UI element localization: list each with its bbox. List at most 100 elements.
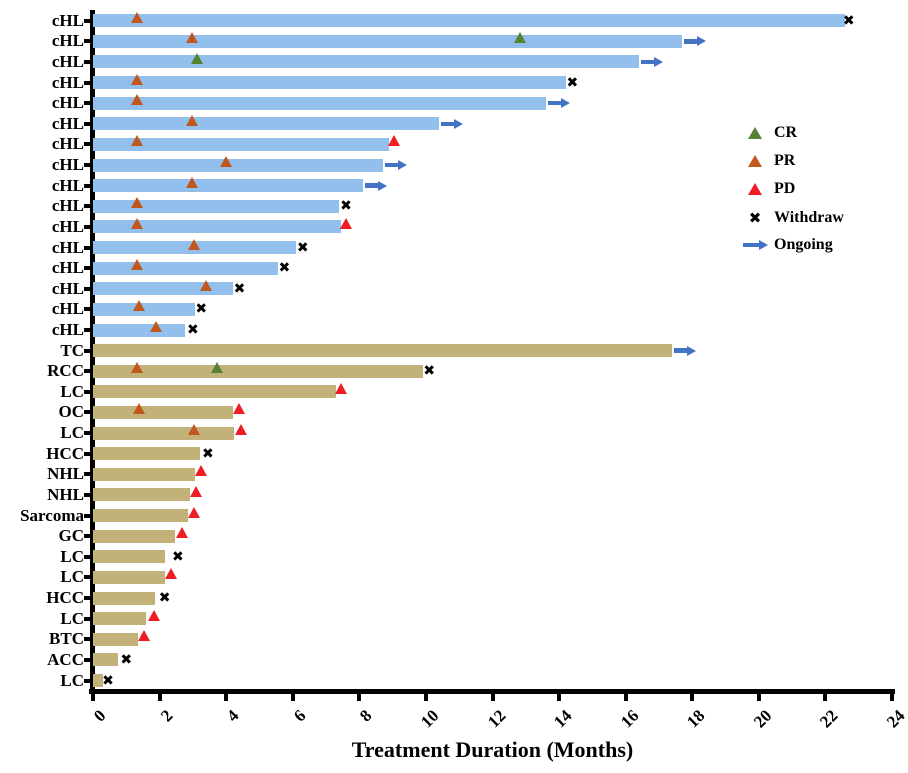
y-axis-tick [84,369,91,374]
withdraw-marker-icon: ✖ [340,198,352,215]
x-axis-tick-label: 14 [550,706,576,732]
x-axis-tick [224,694,229,701]
row-label: TC [60,340,84,360]
y-axis-tick [84,472,91,477]
pr-marker-icon [131,217,144,229]
withdraw-marker-icon: ✖ [195,301,208,318]
legend-label: CR [774,124,798,141]
row-label: cHL [51,113,84,133]
swimmer-bar [93,55,639,69]
x-axis-tick [557,694,562,701]
swimmer-bar [93,509,188,523]
y-axis-tick [84,431,91,436]
row-label: cHL [51,175,84,195]
x-axis-tick [290,694,295,701]
x-axis-tick [423,694,428,701]
row-label: cHL [51,216,84,236]
swimmer-bar [93,14,846,28]
ongoing-arrow-icon [384,160,407,171]
x-axis [89,689,895,694]
swimmer-bar [93,179,363,193]
y-axis-tick [84,59,91,64]
ongoing-arrow-icon [441,118,464,129]
y-axis-tick [84,678,91,683]
pr-marker-icon [131,135,144,147]
y-axis-tick [84,39,91,44]
cr-marker-icon [191,52,204,64]
x-axis-tick [623,694,628,701]
legend-item-pd: PD [740,179,795,199]
withdraw-marker-icon: ✖ [278,260,291,277]
ongoing-arrow-icon [684,36,707,47]
swimmer-bar [93,76,566,90]
withdraw-marker-icon: ✖ [201,445,214,462]
row-label: RCC [47,361,84,381]
x-axis-tick [756,694,761,701]
swimmer-bar [93,199,340,213]
y-axis-tick [84,163,91,168]
swimmer-bar [93,570,165,584]
x-axis-tick-label: 20 [749,706,776,732]
withdraw-marker-icon: ✖ [748,209,762,227]
cr-marker-icon [211,362,224,374]
swimmer-bar [93,282,233,296]
withdraw-marker-icon: ✖ [842,12,855,29]
row-label: cHL [51,237,84,257]
x-axis-tick-label: 0 [89,706,110,726]
pr-marker-icon [131,11,144,23]
row-label: Sarcoma [20,505,84,525]
x-axis-tick [890,694,894,701]
swimmer-bar [93,323,185,337]
row-label: cHL [51,320,84,339]
cr-marker-icon [748,127,762,139]
swimmer-bar [93,385,337,399]
y-axis-tick [84,657,91,662]
y-axis-tick [84,389,91,394]
y-axis-tick [84,492,91,497]
withdraw-marker-icon: ✖ [120,651,133,668]
row-label: HCC [46,443,84,463]
pr-marker-icon [188,238,201,250]
y-axis-tick [84,596,91,601]
x-axis-tick-label: 12 [483,706,509,732]
y-axis-tick [84,80,91,85]
y-axis-tick [84,410,91,415]
pr-marker-icon [133,403,146,415]
ongoing-arrow-icon [364,180,387,191]
legend-item-cr: CR [740,123,797,143]
swimmer-bar [93,467,195,481]
ongoing-arrow-icon [742,240,768,250]
pr-marker-icon [131,197,144,209]
ongoing-arrow-icon [640,56,663,67]
swimmer-bar [93,529,175,543]
pr-marker-icon [748,155,762,167]
pd-marker-icon [189,485,202,497]
pd-marker-icon [232,403,245,415]
x-axis-tick [490,694,495,701]
ongoing-arrow-icon [674,345,697,356]
pr-marker-icon [199,279,212,291]
pr-marker-icon [219,156,232,168]
row-label: GC [58,526,85,546]
row-label: HCC [46,588,84,608]
pr-marker-icon [188,424,201,436]
y-axis-tick [84,616,91,621]
withdraw-marker-icon: ✖ [102,672,114,689]
pr-marker-icon [186,176,199,188]
row-label: cHL [51,134,84,154]
withdraw-marker-icon: ✖ [423,363,436,380]
withdraw-marker-icon: ✖ [187,322,199,338]
swimmer-bar [93,96,546,110]
withdraw-marker-icon: ✖ [172,548,184,565]
y-axis-tick [84,266,91,271]
pr-marker-icon [186,114,199,126]
pr-marker-icon [186,32,199,44]
pr-marker-icon [133,300,146,312]
legend-item-withdraw: ✖ Withdraw [740,208,844,228]
pd-marker-icon [339,217,352,229]
ongoing-arrow-icon [547,98,570,109]
swimmer-bar [93,488,190,502]
row-label: LC [60,423,84,443]
row-label: LC [60,381,84,401]
